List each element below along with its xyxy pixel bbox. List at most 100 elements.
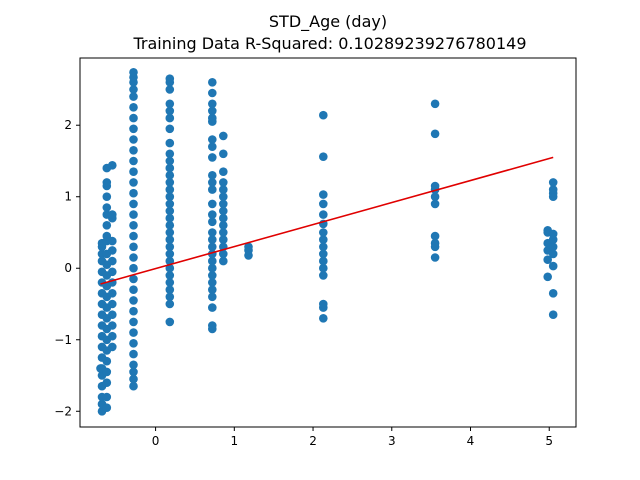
data-point [208,256,217,266]
data-point [102,192,112,201]
data-point [129,231,138,241]
data-point [430,231,440,241]
data-point [165,199,175,209]
data-point [108,210,117,219]
data-point [208,113,217,123]
data-point [319,235,328,244]
data-point [219,167,228,176]
data-point [129,113,138,123]
data-point [319,249,328,259]
x-tick-label: 5 [545,434,553,448]
data-point [165,242,175,252]
data-point [129,146,138,155]
x-tick-label: 1 [230,434,238,448]
data-point [319,263,328,273]
data-point [208,78,217,87]
data-point [129,156,138,166]
data-point [208,135,217,144]
data-point [208,321,217,330]
data-point [108,299,117,309]
axes-frame [79,57,577,428]
data-point [319,299,328,309]
data-point [219,206,228,216]
data-point [165,213,175,223]
data-point [129,349,138,359]
data-point [319,152,328,161]
data-point [165,163,175,173]
data-point [543,272,552,282]
data-point [208,242,217,252]
data-point [548,249,558,259]
y-tick-label: −1 [54,333,72,347]
data-point [548,229,558,239]
data-point [548,185,558,194]
data-point [129,167,138,176]
data-point [319,110,328,120]
data-point [165,106,175,116]
data-point [219,178,228,187]
data-point [129,285,138,295]
y-tick-label: 1 [64,190,72,204]
data-point [548,310,558,320]
data-point [165,74,175,83]
data-point [208,99,217,109]
data-point [208,285,217,295]
data-point [319,210,328,219]
data-point [208,185,217,194]
data-point [129,103,138,112]
data-point [108,256,117,266]
data-point [129,178,138,187]
data-point [129,188,138,198]
data-point [430,129,440,139]
data-point [319,228,328,237]
data-point [208,228,217,237]
data-point [219,213,228,223]
chart-title: STD_Age (day) [269,12,387,32]
data-point [108,321,117,330]
data-point [319,314,328,323]
data-point [165,285,175,295]
data-point [430,253,440,262]
data-point [430,99,440,109]
data-point [430,238,440,248]
data-point [129,339,138,348]
data-point [108,342,117,352]
data-point [165,171,175,180]
data-point [129,367,138,377]
plot-area [96,68,558,416]
data-point [219,199,228,209]
x-tick-label: 3 [388,434,396,448]
y-axis: −2 −1 0 1 2 [54,118,80,418]
data-point [129,199,138,209]
data-point [208,210,217,219]
data-point [165,113,175,123]
data-point [430,181,440,191]
data-point [129,253,138,262]
data-point [129,274,138,284]
data-point [208,263,217,273]
data-point [208,292,217,302]
data-point [208,235,217,244]
data-point [129,296,138,305]
data-point [319,242,328,252]
data-point [129,85,138,94]
x-tick-label: 2 [309,434,317,448]
data-point [548,178,558,187]
data-point [108,310,117,320]
data-point [165,221,175,230]
data-point [208,153,217,162]
data-point [165,178,175,187]
data-point [129,381,138,391]
data-point [208,278,217,287]
data-point [165,85,175,94]
data-point [219,185,228,194]
data-point [165,138,175,148]
data-point [319,199,328,209]
data-point [102,203,112,212]
data-point [319,271,328,280]
x-tick-label: 4 [467,434,475,448]
data-point [548,289,558,298]
data-point [165,185,175,194]
y-tick-label: 2 [64,118,72,132]
data-point [548,261,558,271]
